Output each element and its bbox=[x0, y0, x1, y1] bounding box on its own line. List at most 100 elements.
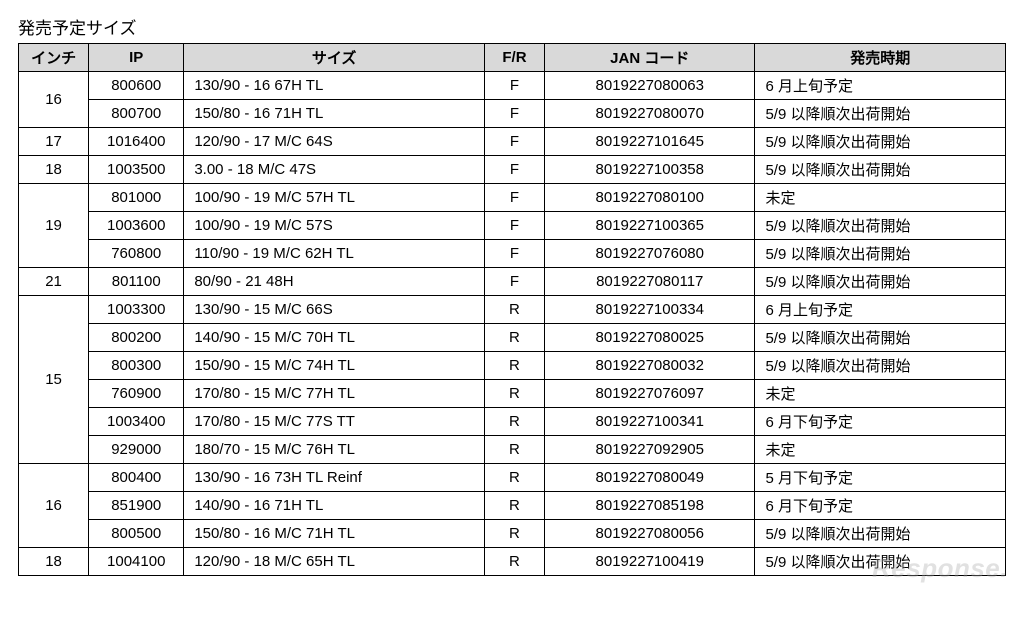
cell-ip: 760900 bbox=[89, 380, 184, 408]
table-row: 929000180/70 - 15 M/C 76H TLR80192270929… bbox=[19, 436, 1006, 464]
table-row: 851900140/90 - 16 71H TLR80192270851986 … bbox=[19, 492, 1006, 520]
cell-fr: F bbox=[484, 240, 544, 268]
cell-ip: 1016400 bbox=[89, 128, 184, 156]
cell-inch: 17 bbox=[19, 128, 89, 156]
cell-inch: 18 bbox=[19, 548, 89, 576]
cell-ip: 1003300 bbox=[89, 296, 184, 324]
cell-fr: F bbox=[484, 100, 544, 128]
cell-size: 150/80 - 16 71H TL bbox=[184, 100, 485, 128]
cell-inch: 18 bbox=[19, 156, 89, 184]
cell-fr: F bbox=[484, 268, 544, 296]
cell-fr: R bbox=[484, 324, 544, 352]
cell-fr: R bbox=[484, 408, 544, 436]
cell-size: 130/90 - 16 73H TL Reinf bbox=[184, 464, 485, 492]
cell-jan: 8019227092905 bbox=[545, 436, 755, 464]
cell-jan: 8019227080100 bbox=[545, 184, 755, 212]
header-jan: JAN コード bbox=[545, 44, 755, 72]
header-row: インチ IP サイズ F/R JAN コード 発売時期 bbox=[19, 44, 1006, 72]
cell-jan: 8019227080117 bbox=[545, 268, 755, 296]
cell-ip: 801000 bbox=[89, 184, 184, 212]
cell-ip: 1003400 bbox=[89, 408, 184, 436]
table-row: 800300150/90 - 15 M/C 74H TLR80192270800… bbox=[19, 352, 1006, 380]
cell-size: 140/90 - 15 M/C 70H TL bbox=[184, 324, 485, 352]
cell-size: 130/90 - 16 67H TL bbox=[184, 72, 485, 100]
cell-ip: 800700 bbox=[89, 100, 184, 128]
cell-jan: 8019227100334 bbox=[545, 296, 755, 324]
cell-release: 5/9 以降順次出荷開始 bbox=[755, 156, 1006, 184]
table-row: 2180110080/90 - 21 48HF80192270801175/9 … bbox=[19, 268, 1006, 296]
cell-ip: 800500 bbox=[89, 520, 184, 548]
cell-release: 6 月下旬予定 bbox=[755, 408, 1006, 436]
cell-size: 150/90 - 15 M/C 74H TL bbox=[184, 352, 485, 380]
cell-fr: F bbox=[484, 156, 544, 184]
cell-size: 130/90 - 15 M/C 66S bbox=[184, 296, 485, 324]
cell-fr: R bbox=[484, 520, 544, 548]
cell-inch: 16 bbox=[19, 72, 89, 128]
cell-fr: R bbox=[484, 352, 544, 380]
cell-size: 180/70 - 15 M/C 76H TL bbox=[184, 436, 485, 464]
cell-jan: 8019227100341 bbox=[545, 408, 755, 436]
cell-jan: 8019227085198 bbox=[545, 492, 755, 520]
cell-ip: 760800 bbox=[89, 240, 184, 268]
cell-fr: R bbox=[484, 436, 544, 464]
table-row: 800500150/80 - 16 M/C 71H TLR80192270800… bbox=[19, 520, 1006, 548]
header-release: 発売時期 bbox=[755, 44, 1006, 72]
cell-release: 未定 bbox=[755, 184, 1006, 212]
cell-release: 5/9 以降順次出荷開始 bbox=[755, 128, 1006, 156]
cell-fr: R bbox=[484, 548, 544, 576]
cell-inch: 21 bbox=[19, 268, 89, 296]
table-row: 760900170/80 - 15 M/C 77H TLR80192270760… bbox=[19, 380, 1006, 408]
cell-jan: 8019227080032 bbox=[545, 352, 755, 380]
page-title: 発売予定サイズ bbox=[18, 14, 1006, 39]
cell-release: 6 月下旬予定 bbox=[755, 492, 1006, 520]
header-size: サイズ bbox=[184, 44, 485, 72]
cell-fr: F bbox=[484, 184, 544, 212]
cell-release: 5/9 以降順次出荷開始 bbox=[755, 324, 1006, 352]
header-ip: IP bbox=[89, 44, 184, 72]
header-fr: F/R bbox=[484, 44, 544, 72]
size-table: インチ IP サイズ F/R JAN コード 発売時期 16800600130/… bbox=[18, 43, 1006, 576]
table-row: 181004100120/90 - 18 M/C 65H TLR80192271… bbox=[19, 548, 1006, 576]
cell-fr: R bbox=[484, 464, 544, 492]
cell-size: 150/80 - 16 M/C 71H TL bbox=[184, 520, 485, 548]
cell-jan: 8019227080056 bbox=[545, 520, 755, 548]
cell-jan: 8019227080063 bbox=[545, 72, 755, 100]
cell-size: 170/80 - 15 M/C 77H TL bbox=[184, 380, 485, 408]
table-row: 800700150/80 - 16 71H TLF80192270800705/… bbox=[19, 100, 1006, 128]
cell-fr: R bbox=[484, 380, 544, 408]
table-row: 760800110/90 - 19 M/C 62H TLF80192270760… bbox=[19, 240, 1006, 268]
cell-ip: 801100 bbox=[89, 268, 184, 296]
cell-release: 未定 bbox=[755, 380, 1006, 408]
cell-ip: 1003600 bbox=[89, 212, 184, 240]
cell-jan: 8019227080070 bbox=[545, 100, 755, 128]
table-row: 19801000100/90 - 19 M/C 57H TLF801922708… bbox=[19, 184, 1006, 212]
cell-jan: 8019227100419 bbox=[545, 548, 755, 576]
cell-release: 5/9 以降順次出荷開始 bbox=[755, 240, 1006, 268]
cell-release: 6 月上旬予定 bbox=[755, 72, 1006, 100]
cell-ip: 800400 bbox=[89, 464, 184, 492]
cell-size: 80/90 - 21 48H bbox=[184, 268, 485, 296]
table-row: 800200140/90 - 15 M/C 70H TLR80192270800… bbox=[19, 324, 1006, 352]
cell-ip: 1003500 bbox=[89, 156, 184, 184]
cell-size: 120/90 - 17 M/C 64S bbox=[184, 128, 485, 156]
cell-fr: F bbox=[484, 212, 544, 240]
cell-size: 100/90 - 19 M/C 57S bbox=[184, 212, 485, 240]
table-row: 16800600130/90 - 16 67H TLF8019227080063… bbox=[19, 72, 1006, 100]
cell-release: 未定 bbox=[755, 436, 1006, 464]
table-row: 16800400130/90 - 16 73H TL ReinfR8019227… bbox=[19, 464, 1006, 492]
cell-inch: 19 bbox=[19, 184, 89, 268]
cell-release: 5/9 以降順次出荷開始 bbox=[755, 212, 1006, 240]
cell-jan: 8019227080025 bbox=[545, 324, 755, 352]
cell-ip: 851900 bbox=[89, 492, 184, 520]
cell-size: 100/90 - 19 M/C 57H TL bbox=[184, 184, 485, 212]
cell-fr: R bbox=[484, 492, 544, 520]
cell-release: 5/9 以降順次出荷開始 bbox=[755, 268, 1006, 296]
table-row: 1003600100/90 - 19 M/C 57SF8019227100365… bbox=[19, 212, 1006, 240]
table-row: 151003300130/90 - 15 M/C 66SR80192271003… bbox=[19, 296, 1006, 324]
cell-jan: 8019227076080 bbox=[545, 240, 755, 268]
cell-release: 5/9 以降順次出荷開始 bbox=[755, 100, 1006, 128]
cell-release: 5/9 以降順次出荷開始 bbox=[755, 520, 1006, 548]
cell-size: 140/90 - 16 71H TL bbox=[184, 492, 485, 520]
cell-jan: 8019227101645 bbox=[545, 128, 755, 156]
cell-fr: R bbox=[484, 296, 544, 324]
